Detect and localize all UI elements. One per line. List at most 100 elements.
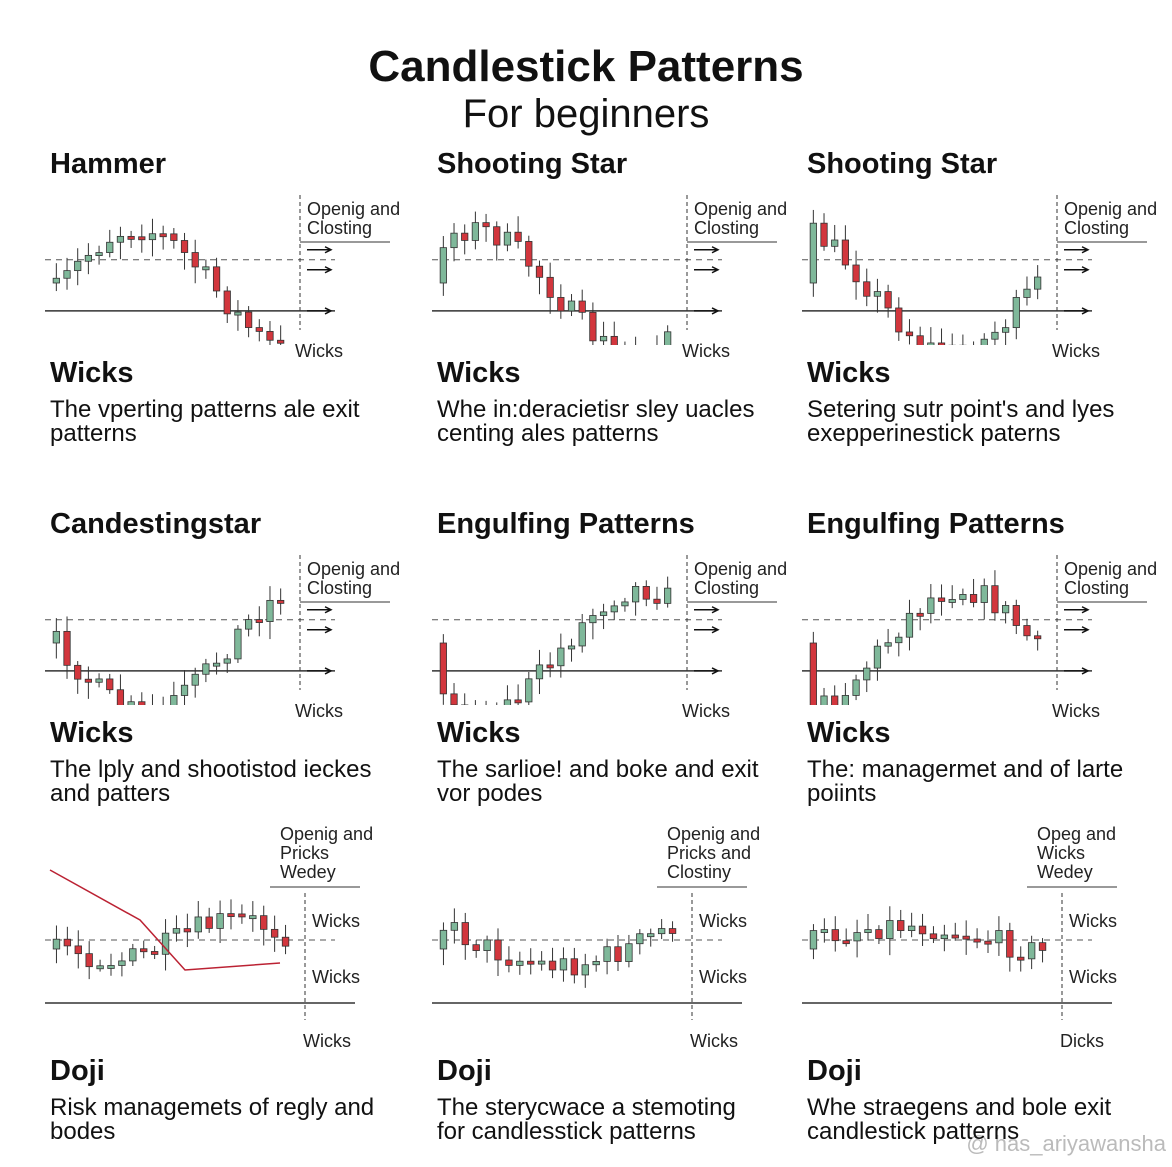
arrow [1064, 606, 1090, 614]
candle-body [948, 599, 956, 603]
annotation: Clostiny [667, 862, 732, 882]
candle-body [831, 929, 839, 942]
description: candlestick patterns [807, 1118, 1020, 1145]
description: The: managermet and of larte [807, 756, 1124, 783]
candle-body [450, 922, 459, 931]
annotation: Wedey [1037, 862, 1093, 882]
candle-body [853, 932, 861, 942]
candle-body [940, 934, 949, 940]
candle-body [863, 281, 871, 297]
candle-body [905, 612, 914, 638]
annotation: Openig and [307, 199, 401, 219]
foot-label: Wicks [682, 701, 730, 721]
candle-body [929, 933, 938, 940]
candle-body [494, 939, 502, 961]
subtitle: For beginners [462, 92, 710, 136]
side-label: Wicks [699, 911, 747, 931]
candle-body [205, 916, 213, 929]
side-label: Wicks [699, 967, 747, 987]
candle-body [610, 605, 618, 613]
candle-body [450, 693, 458, 705]
candle-body [183, 928, 192, 933]
candle-body [841, 695, 849, 705]
note-group: Openig and Closting [694, 200, 787, 238]
description: Whe in:deracietisr sley uacles [437, 396, 755, 423]
candle-body [95, 252, 103, 256]
description: patterns [50, 420, 137, 447]
candle-body [238, 913, 246, 918]
candle-body [212, 662, 221, 667]
candle-body [973, 938, 981, 943]
candle-body [277, 339, 285, 344]
candle-body [537, 960, 546, 965]
candle-body [277, 599, 285, 604]
candle-body [106, 678, 114, 691]
candle-body [483, 939, 491, 951]
candle-body [589, 311, 597, 342]
candle-body [1012, 297, 1020, 329]
panel: Engulfing Patterns Openig and Closting Wick… [432, 505, 797, 835]
candle-body [642, 586, 650, 600]
panel-title: Candestingstar [50, 508, 262, 540]
annotation: Openig and [667, 824, 761, 844]
candle-body [895, 307, 903, 333]
candle-body [599, 335, 608, 342]
candle-body [980, 585, 988, 603]
candle-body [260, 915, 268, 930]
candle-body [450, 232, 458, 249]
candle-body [984, 940, 992, 945]
description: vor podes [437, 780, 543, 807]
title: Candlestick Patterns [368, 42, 804, 91]
description: exepperinestick paterns [807, 420, 1061, 447]
candle-body [873, 645, 882, 669]
candle-body [951, 934, 959, 939]
foot-label: Wicks [303, 1031, 351, 1051]
candle-body [74, 664, 82, 680]
arrow [1064, 667, 1090, 675]
description: bodes [50, 1118, 116, 1145]
candle-body [439, 247, 447, 284]
panel: Openig and Pricks Wedey Wicks Wicks Wicks Doji… [45, 820, 410, 1150]
candle-body [535, 265, 544, 278]
description: The sarlioe! and boke and exit [437, 756, 759, 783]
description: poiints [807, 780, 877, 807]
note-group: Openig and Pricks Wedey [280, 825, 373, 882]
candle-body [170, 233, 178, 241]
candle-body [668, 928, 677, 934]
panel-title: Shooting Star [807, 148, 998, 180]
candle-body [234, 311, 242, 316]
description: The vperting patterns ale exit [50, 396, 360, 423]
arrow [1064, 246, 1090, 254]
candle-body [614, 946, 622, 962]
note-group: Openig and Closting [694, 560, 787, 598]
candle-body [493, 226, 501, 246]
annotation: Openig and [1064, 199, 1158, 219]
trend-line [49, 869, 281, 971]
candle-body [852, 264, 860, 283]
candle-body [138, 701, 146, 705]
candle-chart [802, 555, 1147, 705]
candle-body [809, 930, 818, 950]
candle-body [525, 678, 533, 703]
annotation: Opeg and [1037, 824, 1117, 844]
arrow [307, 606, 333, 614]
candle-body [255, 327, 263, 332]
annotation: Openig and [694, 559, 788, 579]
candle-body [991, 331, 999, 340]
candle-body [548, 960, 557, 971]
candle-body [63, 270, 71, 279]
arrow [694, 667, 720, 675]
heading: Doji [50, 1055, 105, 1087]
annotation: Closting [694, 218, 760, 238]
candle-body [809, 222, 817, 284]
candle-chart [802, 195, 1147, 345]
candle-body [223, 290, 231, 315]
description: Whe straegens and bole exit [807, 1094, 1112, 1121]
candle-body [916, 335, 924, 345]
candle-body [74, 945, 82, 955]
candle-body [180, 684, 189, 696]
candle-body [820, 222, 828, 247]
candle-body [546, 276, 554, 298]
note-group: Openig and Pricks and Clostiny [667, 825, 760, 882]
heading: Wicks [807, 717, 891, 749]
